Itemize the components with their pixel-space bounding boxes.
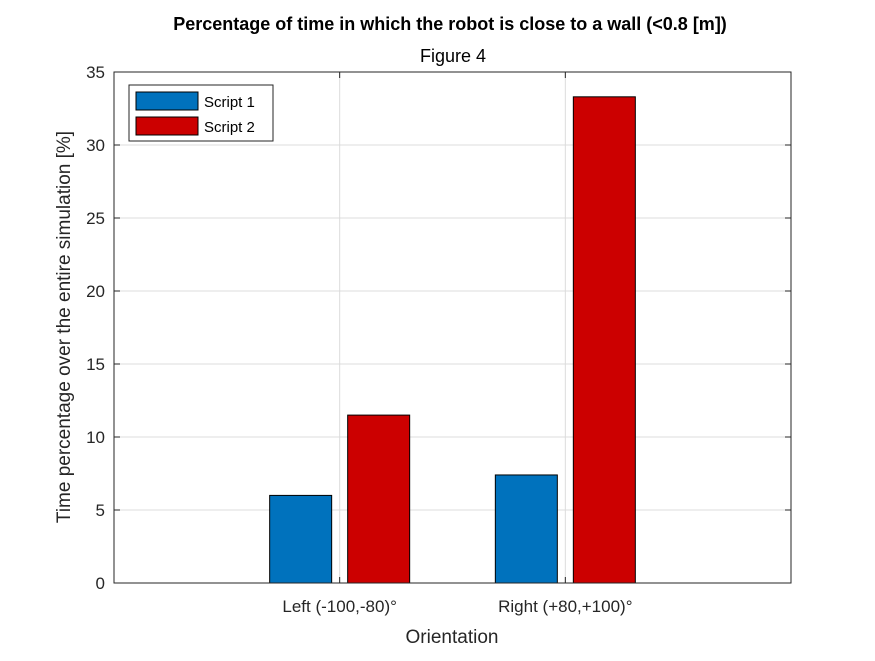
axis-ticks: 0 5 10 15 20 25 30 35 Left (-100,-80)° Right (+80… <box>86 63 791 616</box>
legend-swatch-script-2 <box>135 116 199 136</box>
plot-area-frame <box>113 71 792 584</box>
y-tick-label: 20 <box>86 282 105 301</box>
legend-swatch-script-1 <box>135 91 199 111</box>
chart-title: Percentage of time in which the robot is… <box>173 14 727 34</box>
y-tick-label: 30 <box>86 136 105 155</box>
grid-lines <box>114 71 791 584</box>
legend-label-script-1: Script 1 <box>204 94 255 111</box>
y-tick-label: 15 <box>86 355 105 374</box>
x-axis-label: Orientation <box>406 627 499 648</box>
bar-script-1-0 <box>269 494 333 584</box>
y-tick-label: 35 <box>86 63 105 82</box>
y-axis-label: Time percentage over the entire simulati… <box>54 131 75 523</box>
y-tick-label: 0 <box>96 574 105 593</box>
x-tick-label: Right (+80,+100)° <box>498 597 632 616</box>
chart-subtitle: Figure 4 <box>420 46 486 66</box>
legend: Script 1 Script 2 <box>128 84 274 142</box>
y-tick-label: 5 <box>96 501 105 520</box>
bar-script-2-0 <box>347 414 411 584</box>
y-tick-label: 25 <box>86 209 105 228</box>
x-tick-label: Left (-100,-80)° <box>282 597 397 616</box>
bar-script-1-1 <box>494 474 558 584</box>
bar-script-2-1 <box>572 96 636 584</box>
legend-label-script-2: Script 2 <box>204 119 255 136</box>
y-tick-label: 10 <box>86 428 105 447</box>
